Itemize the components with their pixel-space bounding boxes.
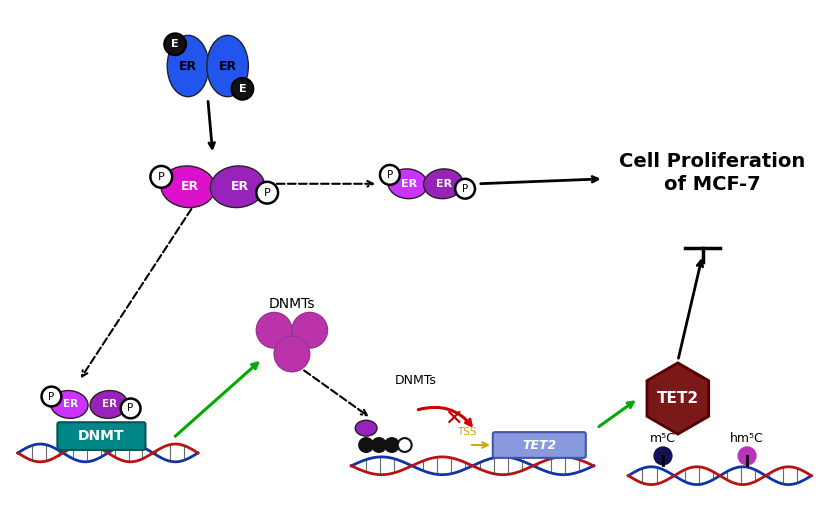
Text: ER: ER [400,179,417,189]
Text: ER: ER [103,399,117,410]
Circle shape [359,438,373,452]
Circle shape [41,387,61,407]
Text: E: E [239,84,246,94]
Text: DNMT: DNMT [78,429,124,443]
Polygon shape [647,363,709,434]
Text: ER: ER [436,179,452,189]
Text: P: P [127,403,134,413]
Text: P: P [158,172,165,182]
Ellipse shape [356,420,377,436]
Text: hm⁵C: hm⁵C [730,432,764,445]
Text: ER: ER [231,180,249,193]
Text: ER: ER [179,60,197,72]
Circle shape [372,438,386,452]
Circle shape [165,33,186,55]
Text: ✕: ✕ [444,408,462,428]
Text: TET2: TET2 [657,391,699,406]
Ellipse shape [210,166,265,208]
Ellipse shape [50,391,88,418]
Circle shape [739,447,756,465]
Circle shape [292,313,327,348]
Ellipse shape [167,35,208,97]
Circle shape [256,182,278,204]
Text: ER: ER [63,399,78,410]
Circle shape [151,166,172,188]
Text: P: P [48,392,55,401]
FancyBboxPatch shape [57,422,146,450]
Circle shape [274,336,310,372]
Circle shape [385,438,399,452]
Circle shape [654,447,672,465]
Text: TET2: TET2 [522,438,557,451]
Ellipse shape [388,169,428,199]
Text: m⁵C: m⁵C [650,432,676,445]
Text: TSS: TSS [457,427,476,437]
Ellipse shape [207,35,248,97]
Text: ER: ER [218,60,237,72]
Text: P: P [264,188,270,198]
Circle shape [455,179,475,198]
Ellipse shape [423,169,463,199]
Ellipse shape [160,166,215,208]
Circle shape [380,165,399,185]
Circle shape [398,438,412,452]
Text: P: P [387,170,393,180]
Circle shape [256,313,292,348]
Text: P: P [462,183,468,194]
Text: DNMTs: DNMTs [394,374,437,387]
Ellipse shape [90,391,127,418]
Text: DNMTs: DNMTs [269,298,315,311]
FancyBboxPatch shape [493,432,586,458]
Text: ER: ER [181,180,199,193]
Circle shape [121,398,141,418]
Text: Cell Proliferation
of MCF-7: Cell Proliferation of MCF-7 [619,152,805,194]
Text: E: E [171,39,179,49]
Circle shape [232,78,253,100]
